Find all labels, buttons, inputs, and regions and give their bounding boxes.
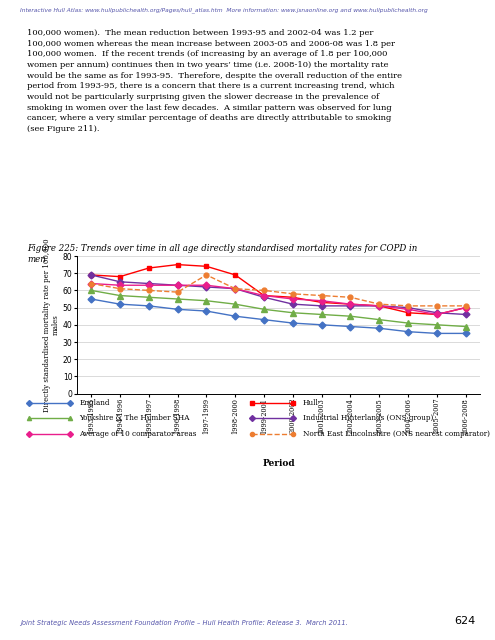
Y-axis label: Directly standardised mortality rate per 100,000
males: Directly standardised mortality rate per… (43, 238, 60, 412)
Text: Industrial Hinterlands (ONS group): Industrial Hinterlands (ONS group) (302, 415, 433, 422)
Text: Average of 10 comparator areas: Average of 10 comparator areas (79, 430, 197, 438)
Text: Yorkshire & The Humber SHA: Yorkshire & The Humber SHA (79, 415, 190, 422)
Text: Interactive Hull Atlas: www.hullpublichealth.org/Pages/hull_atlas.htm  More info: Interactive Hull Atlas: www.hullpubliche… (20, 8, 428, 13)
Text: England: England (79, 399, 110, 406)
X-axis label: Period: Period (262, 459, 295, 468)
Text: 100,000 women).  The mean reduction between 1993-95 and 2002-04 was 1.2 per
100,: 100,000 women). The mean reduction betwe… (27, 29, 402, 133)
Text: Joint Strategic Needs Assessment Foundation Profile – Hull Health Profile: Relea: Joint Strategic Needs Assessment Foundat… (20, 620, 347, 626)
Text: Hull: Hull (302, 399, 318, 406)
Text: North East Lincolnshire (ONS nearest comparator): North East Lincolnshire (ONS nearest com… (302, 430, 490, 438)
Text: Figure 225: Trends over time in all age directly standardised mortality rates fo: Figure 225: Trends over time in all age … (27, 244, 417, 264)
Text: 624: 624 (454, 616, 475, 626)
